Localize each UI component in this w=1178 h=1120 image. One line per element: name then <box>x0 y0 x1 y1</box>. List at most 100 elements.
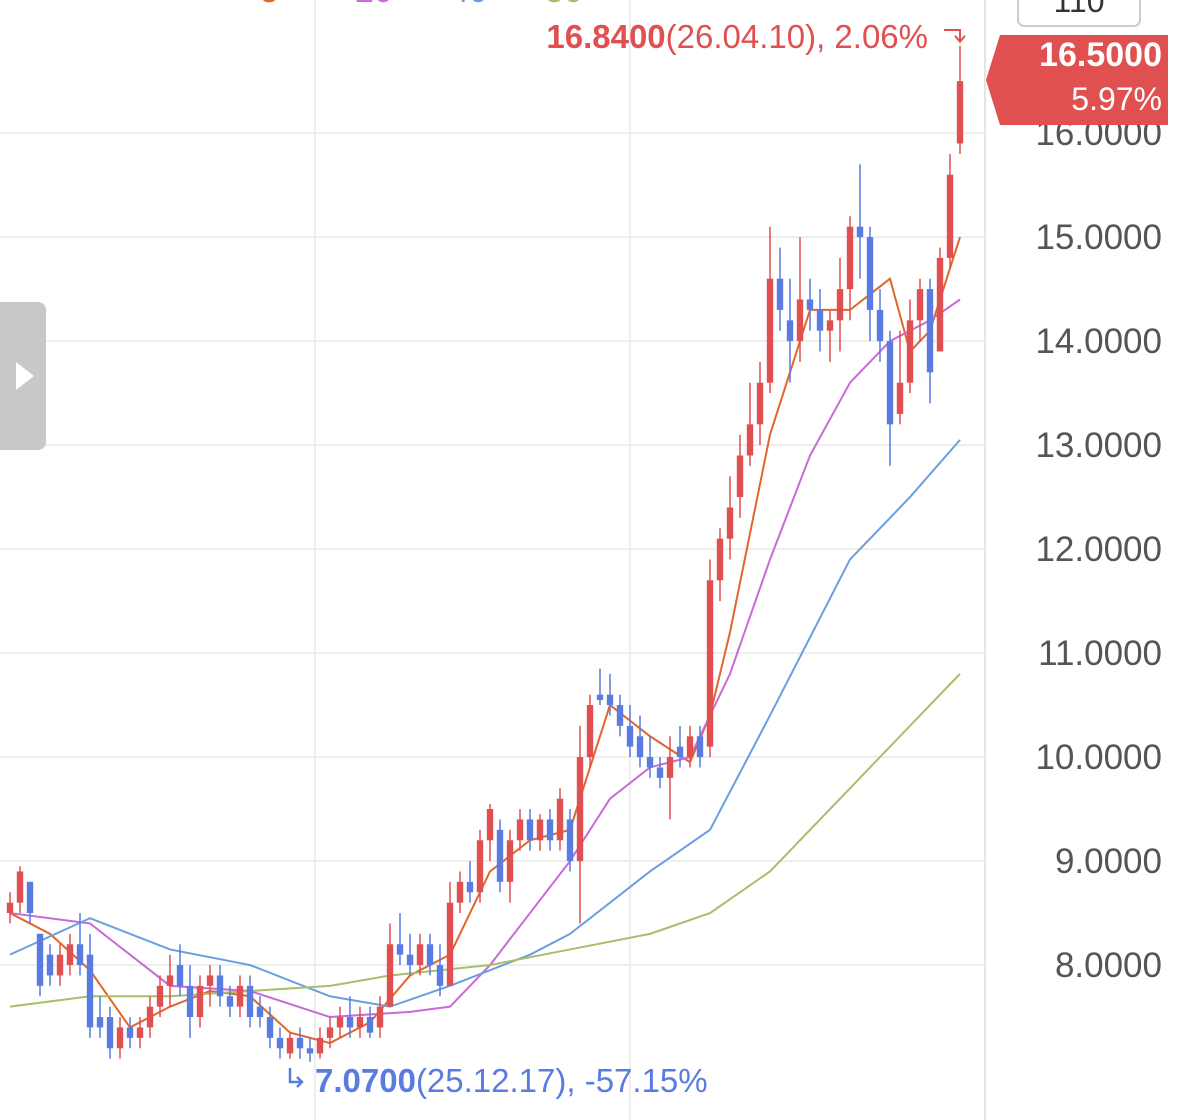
candle-body <box>956 81 964 144</box>
candle-body <box>406 954 414 966</box>
candle-body <box>636 736 644 758</box>
candle-body <box>306 1048 314 1054</box>
legend-label: 20 <box>355 0 393 10</box>
candle-body <box>536 819 544 841</box>
candle-body <box>176 965 184 986</box>
candle-body <box>806 299 814 310</box>
candle-body <box>626 725 634 747</box>
period-label[interactable]: 110 <box>1053 0 1104 19</box>
candle-body <box>326 1027 334 1038</box>
candle-body <box>526 819 534 841</box>
low-arrow <box>288 1068 304 1088</box>
candle-body <box>576 757 584 862</box>
low_label-annotation: 7.0700(25.12.17), -57.15% <box>315 1062 708 1099</box>
high_label-value: 16.8400 <box>546 18 665 55</box>
candle-body <box>726 507 734 539</box>
candle-body <box>256 1006 264 1018</box>
candle-body <box>606 694 614 706</box>
candle-body <box>936 257 944 352</box>
candle-body <box>196 985 204 1018</box>
price-tag-change: 5.97% <box>1071 81 1162 117</box>
candle-body <box>506 840 514 882</box>
candle-body <box>106 1017 114 1049</box>
candle-body <box>186 985 194 1018</box>
low_label-detail: (25.12.17), -57.15% <box>416 1062 708 1099</box>
candle-body <box>946 174 954 258</box>
candle-body <box>706 580 714 747</box>
candle-body <box>846 226 854 290</box>
candle-body <box>696 736 704 758</box>
candle-body <box>316 1037 324 1054</box>
candle-body <box>386 944 394 1007</box>
ma-line <box>9 298 961 1019</box>
y-tick-label: 10.0000 <box>1035 738 1162 777</box>
candle-body <box>816 309 824 331</box>
candle-body <box>136 1027 144 1038</box>
candle-body <box>26 881 34 914</box>
candle-body <box>906 320 914 383</box>
high_label-annotation: 16.8400(26.04.10), 2.06% <box>546 18 928 55</box>
candle-body <box>886 341 894 425</box>
candle-body <box>56 954 64 976</box>
candle-body <box>456 881 464 903</box>
candle-body <box>466 881 474 893</box>
candle-body <box>36 933 44 986</box>
candle-body <box>916 289 924 321</box>
candle-body <box>426 944 434 966</box>
candle-body <box>296 1037 304 1049</box>
candle-body <box>616 705 624 726</box>
legend-label: 80 <box>545 0 583 10</box>
candle-body <box>896 382 904 414</box>
legend-label: 40 <box>450 0 488 10</box>
candle-body <box>146 1006 154 1028</box>
candle-body <box>566 819 574 862</box>
candle-body <box>776 278 784 310</box>
period-button[interactable] <box>1017 0 1141 27</box>
candle-body <box>596 694 604 700</box>
candle-body <box>646 757 654 768</box>
candle-body <box>656 767 664 778</box>
candle-body <box>676 746 684 758</box>
candle-body <box>6 902 14 914</box>
candle-body <box>126 1027 134 1038</box>
candle-body <box>376 1006 384 1028</box>
candle-body <box>666 757 674 778</box>
candle-body <box>796 299 804 342</box>
candle-body <box>96 1017 104 1028</box>
high_label-detail: (26.04.10), 2.06% <box>666 18 928 55</box>
price-tag <box>986 35 1168 125</box>
candle-body <box>446 902 454 986</box>
candle-body <box>556 798 564 841</box>
high-arrow <box>944 29 966 44</box>
low_label-value: 7.0700 <box>315 1062 416 1099</box>
candle-body <box>346 1017 354 1028</box>
candle-body <box>736 455 744 498</box>
candle-body <box>116 1027 124 1049</box>
candle-body <box>876 309 884 342</box>
candle-body <box>66 944 74 966</box>
candle-body <box>86 954 94 1028</box>
y-tick-label: 9.0000 <box>1055 842 1162 881</box>
candle-body <box>226 996 234 1007</box>
candle-body <box>16 871 24 903</box>
ma-line <box>9 439 961 1008</box>
candle-body <box>156 985 164 1007</box>
candle-body <box>826 320 834 331</box>
candle-body <box>746 424 754 456</box>
candle-body <box>166 975 174 986</box>
candle-body <box>686 736 694 758</box>
price-tag-value: 16.5000 <box>1039 36 1162 74</box>
candle-body <box>46 954 54 976</box>
candle-body <box>286 1037 294 1054</box>
candle-body <box>786 320 794 342</box>
candle-body <box>856 226 864 238</box>
candle-body <box>76 944 84 966</box>
legend-label: 5 <box>260 0 279 10</box>
candle-body <box>276 1037 284 1049</box>
candle-body <box>546 819 554 841</box>
side-tab-arrow <box>16 362 34 390</box>
ma-line <box>9 673 961 1008</box>
y-tick-label: 12.0000 <box>1035 530 1162 569</box>
